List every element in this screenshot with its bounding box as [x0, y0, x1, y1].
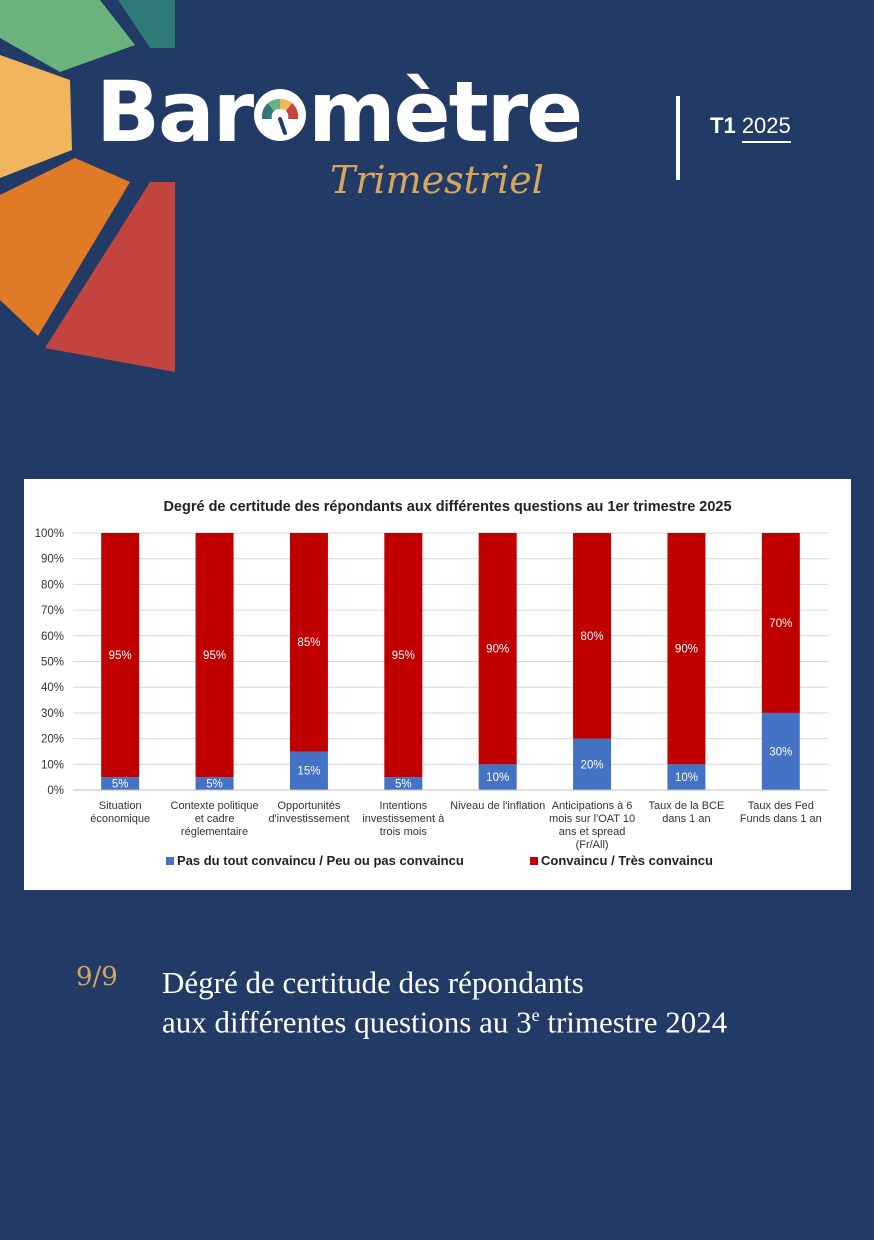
- data-label: 95%: [203, 650, 226, 662]
- y-tick-label: 50%: [41, 657, 64, 669]
- brand-subtitle: Trimestriel: [330, 158, 544, 202]
- legend-label: Convaincu / Très convaincu: [541, 853, 713, 868]
- x-tick-label: Situation économique: [90, 800, 150, 825]
- data-label: 90%: [486, 644, 509, 656]
- data-label: 5%: [395, 779, 412, 791]
- bar-segment-low: [384, 777, 423, 790]
- y-tick-label: 0%: [47, 785, 64, 797]
- bar-segment-high: [101, 533, 140, 778]
- bar-segment-high: [667, 533, 706, 765]
- data-label: 10%: [486, 772, 509, 784]
- bar-segment-high: [478, 533, 517, 765]
- x-tick-label: Niveau de l'inflation: [450, 800, 545, 812]
- y-tick-label: 70%: [41, 605, 64, 617]
- data-label: 85%: [297, 637, 320, 649]
- petal-yellow: [0, 55, 72, 178]
- data-label: 95%: [109, 650, 132, 662]
- data-label: 10%: [675, 772, 698, 784]
- figure-caption: Dégré de certitude des répondants aux di…: [162, 966, 727, 1038]
- petal-green: [0, 0, 135, 72]
- stacked-bar-chart: Degré de certitude des répondants aux di…: [35, 499, 828, 868]
- data-label: 30%: [769, 746, 792, 758]
- data-label: 70%: [769, 618, 792, 630]
- y-tick-label: 90%: [41, 554, 64, 566]
- y-tick-label: 80%: [41, 579, 64, 591]
- bar-segment-high: [761, 533, 800, 713]
- y-tick-label: 30%: [41, 708, 64, 720]
- data-label: 5%: [112, 779, 129, 791]
- bar-segment-low: [478, 764, 517, 790]
- bar-segment-low: [573, 738, 612, 790]
- x-tick-label: Taux des Fed Funds dans 1 an: [740, 800, 822, 825]
- data-label: 80%: [581, 631, 604, 643]
- legend-label: Pas du tout convaincu / Peu ou pas conva…: [177, 853, 464, 868]
- data-label: 15%: [297, 766, 320, 778]
- figure-number: 9/9: [76, 962, 118, 992]
- x-tick-label: Opportunités d'investissement: [268, 800, 349, 825]
- caption-line-2: aux différentes questions au 3e trimestr…: [162, 1004, 728, 1040]
- caption-line-1: Dégré de certitude des répondants: [162, 965, 584, 1000]
- year-label: 2025: [741, 113, 791, 143]
- decorative-petals: [0, 0, 175, 372]
- x-tick-label: Contexte politique et cadre réglementaire: [171, 800, 259, 838]
- data-label: 90%: [675, 644, 698, 656]
- bar-segment-high: [195, 533, 234, 778]
- x-tick-label: Anticipations à 6 mois sur l'OAT 10 ans et…: [549, 800, 635, 851]
- gauge-icon: [254, 89, 307, 141]
- data-label: 5%: [206, 779, 223, 791]
- chart-title: Degré de certitude des répondants aux di…: [163, 499, 731, 515]
- petal-orange: [0, 158, 130, 336]
- y-tick-label: 20%: [41, 734, 64, 746]
- bar-segment-low: [289, 751, 328, 790]
- bar-segment-low: [195, 777, 234, 790]
- bar-segment-high: [573, 533, 612, 739]
- data-label: 95%: [392, 650, 415, 662]
- header-divider: [676, 96, 680, 180]
- petal-teal: [118, 0, 175, 48]
- chart-panel: Degré de certitude des répondants aux di…: [24, 479, 851, 890]
- legend-swatch: [166, 857, 174, 865]
- bar-segment-low: [667, 764, 706, 790]
- bar-segment-high: [289, 533, 328, 752]
- petal-red: [45, 182, 175, 372]
- x-tick-label: Intentions investissement à trois mois: [362, 800, 445, 838]
- bar-segment-low: [101, 777, 140, 790]
- y-tick-label: 60%: [41, 631, 64, 643]
- bar-segment-high: [384, 533, 423, 778]
- quarter-label: T1: [710, 113, 736, 138]
- x-tick-label: Taux de la BCE dans 1 an: [649, 800, 725, 825]
- period-label: T1 2025: [710, 113, 791, 143]
- y-tick-label: 10%: [41, 759, 64, 771]
- y-tick-label: 40%: [41, 682, 64, 694]
- y-tick-label: 100%: [35, 528, 64, 540]
- data-label: 20%: [581, 759, 604, 771]
- legend-swatch: [530, 857, 538, 865]
- bar-segment-low: [761, 712, 800, 790]
- brand-logo: Bar mètre: [96, 63, 583, 161]
